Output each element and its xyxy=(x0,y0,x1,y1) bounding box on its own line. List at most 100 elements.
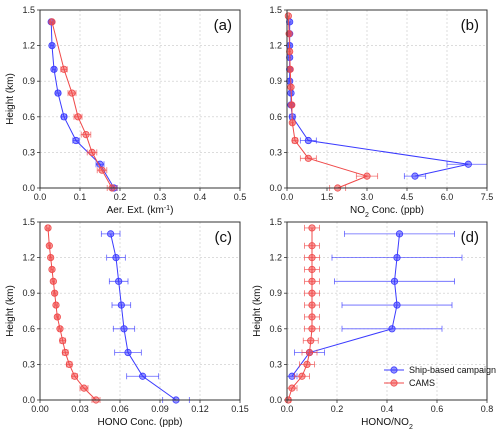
data-point xyxy=(88,148,96,156)
panel-c: 0.00 0.03 0.06 0.09 0.12 0.15 0.0 0.3 0.6 0.9 1.2 1… xyxy=(5,217,249,428)
x-tick-label: 0.12 xyxy=(191,404,209,414)
y-tick-label: 0.6 xyxy=(269,112,282,122)
data-point xyxy=(52,301,60,309)
data-point xyxy=(117,301,125,309)
data-point xyxy=(48,18,56,26)
data-point xyxy=(60,65,68,73)
data-point xyxy=(307,337,315,345)
x-tick-label: 0.09 xyxy=(151,404,169,414)
data-point xyxy=(74,113,82,121)
y-tick-label: 0.9 xyxy=(269,76,282,86)
data-point xyxy=(291,136,299,145)
data-point xyxy=(48,265,56,274)
plot-frame xyxy=(286,9,488,189)
data-point xyxy=(112,254,120,262)
data-point xyxy=(304,154,312,162)
data-point xyxy=(395,230,404,238)
y-tick-label: 0.9 xyxy=(22,288,35,298)
data-point xyxy=(45,242,53,250)
series-ship xyxy=(100,230,190,404)
x-tick-label: 0.06 xyxy=(111,404,129,414)
series-line xyxy=(50,21,115,189)
x-tick-label: 4.5 xyxy=(401,192,414,202)
legend-marker xyxy=(390,379,398,387)
data-point xyxy=(393,301,401,309)
y-tick-label: 0.0 xyxy=(269,183,282,193)
x-tick-label: 0.0 xyxy=(34,192,47,202)
series-ship xyxy=(286,18,488,180)
x-axis-label: Aer. Ext. (km-1) xyxy=(107,205,174,217)
y-tick-label: 0.9 xyxy=(269,288,282,298)
x-tick-label: 1.5 xyxy=(321,192,334,202)
data-point xyxy=(48,41,56,50)
series-line xyxy=(110,233,177,401)
y-tick-label: 1.2 xyxy=(269,253,282,263)
data-point xyxy=(308,289,316,297)
data-point xyxy=(287,83,295,91)
data-point xyxy=(44,224,52,232)
x-tick-label: 3.0 xyxy=(361,192,374,202)
y-tick-label: 0.0 xyxy=(22,183,35,193)
data-point xyxy=(308,277,316,285)
y-tick-label: 1.2 xyxy=(22,41,35,51)
y-tick-label: 0.9 xyxy=(22,76,35,86)
panel-label: (a) xyxy=(214,17,232,34)
data-point xyxy=(286,47,294,56)
data-point xyxy=(54,89,62,97)
data-point xyxy=(388,325,396,333)
x-tick-label: 6.0 xyxy=(441,192,454,202)
legend: Ship-based campaign CAMS xyxy=(384,365,496,388)
series-ship xyxy=(47,18,118,192)
data-point xyxy=(61,348,69,357)
data-point xyxy=(50,65,58,73)
plot-frame xyxy=(39,221,241,401)
y-tick-label: 1.5 xyxy=(269,5,282,15)
x-tick-label: 0.03 xyxy=(71,404,89,414)
data-point xyxy=(308,265,316,274)
data-point xyxy=(390,277,399,285)
data-point xyxy=(49,277,57,285)
y-tick-label: 0.6 xyxy=(22,112,35,122)
data-point xyxy=(65,360,73,368)
data-point xyxy=(303,360,311,368)
data-point xyxy=(411,172,419,180)
data-point xyxy=(72,136,80,145)
x-tick-label: 0.3 xyxy=(154,192,167,202)
y-tick-label: 1.2 xyxy=(269,41,282,51)
data-point xyxy=(308,301,316,309)
x-tick-label: 0.4 xyxy=(194,192,207,202)
series-line xyxy=(289,21,469,177)
data-point xyxy=(298,372,306,380)
x-axis-label: HONO Conc. (ppb) xyxy=(97,417,182,428)
x-tick-label: 0.6 xyxy=(431,404,444,414)
data-point xyxy=(288,101,296,109)
y-tick-label: 1.5 xyxy=(22,5,35,15)
plot-frame xyxy=(39,9,241,189)
x-tick-label: 7.5 xyxy=(481,192,494,202)
data-point xyxy=(139,372,147,380)
y-tick-label: 0.0 xyxy=(22,395,35,405)
panel-b: 0.0 1.5 3.0 4.5 6.0 7.5 0.0 0.3 0.6 0.9 1.2 1.5 NO2 … xyxy=(269,5,493,219)
data-point xyxy=(56,325,64,333)
series-line xyxy=(287,15,369,189)
panel-a: 0.0 0.1 0.2 0.3 0.4 0.5 0.0 0.3 0.6 0.9 1.2 1.5 Aer.… xyxy=(5,5,246,216)
data-point xyxy=(464,160,472,168)
data-point xyxy=(286,65,294,73)
y-tick-label: 1.2 xyxy=(22,253,35,263)
y-tick-label: 1.5 xyxy=(269,217,282,227)
data-point xyxy=(47,254,55,262)
data-point xyxy=(115,277,123,285)
series-cams xyxy=(284,224,320,404)
data-point xyxy=(51,289,59,297)
data-point xyxy=(120,325,128,333)
y-axis-label: Height (km) xyxy=(252,285,263,337)
series-cams xyxy=(48,18,118,192)
x-tick-label: 0.2 xyxy=(331,404,344,414)
x-tick-label: 0.8 xyxy=(481,404,494,414)
panel-d: 0.0 0.2 0.4 0.6 0.8 0.0 0.3 0.6 0.9 1.2 1.5 HONO/NO… xyxy=(252,217,493,431)
data-point xyxy=(284,12,292,20)
y-tick-label: 0.3 xyxy=(22,147,35,157)
y-tick-label: 0.0 xyxy=(269,395,282,405)
data-point xyxy=(304,136,312,145)
data-point xyxy=(288,384,296,392)
